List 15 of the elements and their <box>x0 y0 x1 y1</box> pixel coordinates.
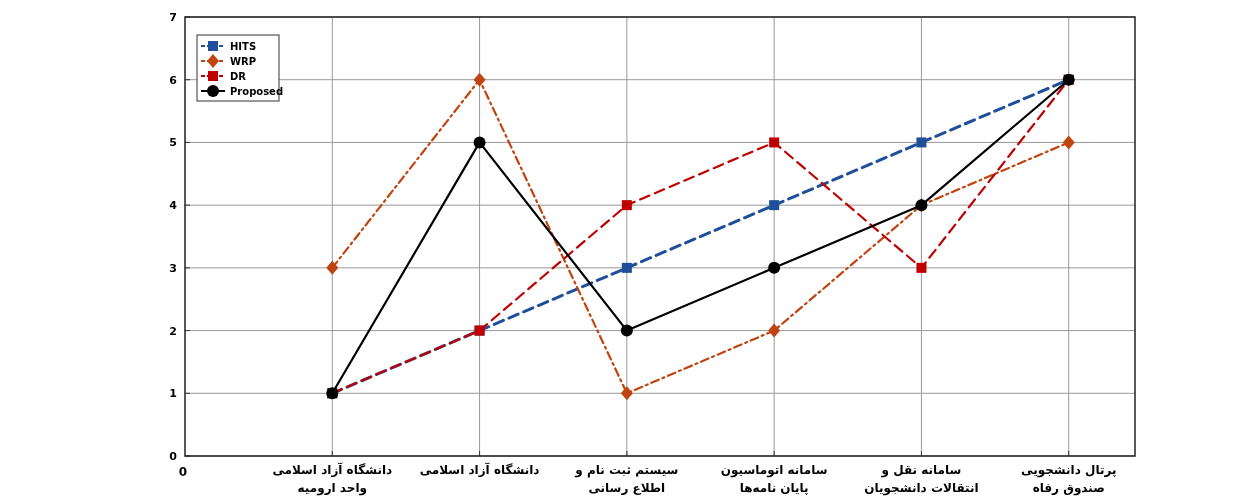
x-tick-label: سامانه نقل و انتقالات دانشجویان <box>864 463 979 496</box>
y-tick-label: 6 <box>169 73 178 87</box>
text: 0 <box>178 465 188 479</box>
y-tick-label: 4 <box>169 199 178 213</box>
y-tick-label: 2 <box>169 324 177 338</box>
y-tick-label: 1 <box>169 387 177 401</box>
y-tick-label: 5 <box>169 136 177 150</box>
x-tick-label: دانشگاه آزاد اسلامی <box>419 462 540 477</box>
y-tick-label: 7 <box>169 11 177 24</box>
y-tick-label: 0 <box>169 450 178 463</box>
x-tick-label: دانشگاه آزاد اسلامی واحد ارومیه <box>272 462 393 496</box>
x-tick-label: سامانه اتوماسیون پایان نامه‌ها <box>720 463 828 495</box>
y-tick-label: 3 <box>169 261 177 275</box>
x-tick-label: سیستم ثبت نام و اطلاع رسانی <box>574 463 679 495</box>
x-tick-label: پرتال دانشجویی صندوق رفاه <box>1021 463 1117 496</box>
